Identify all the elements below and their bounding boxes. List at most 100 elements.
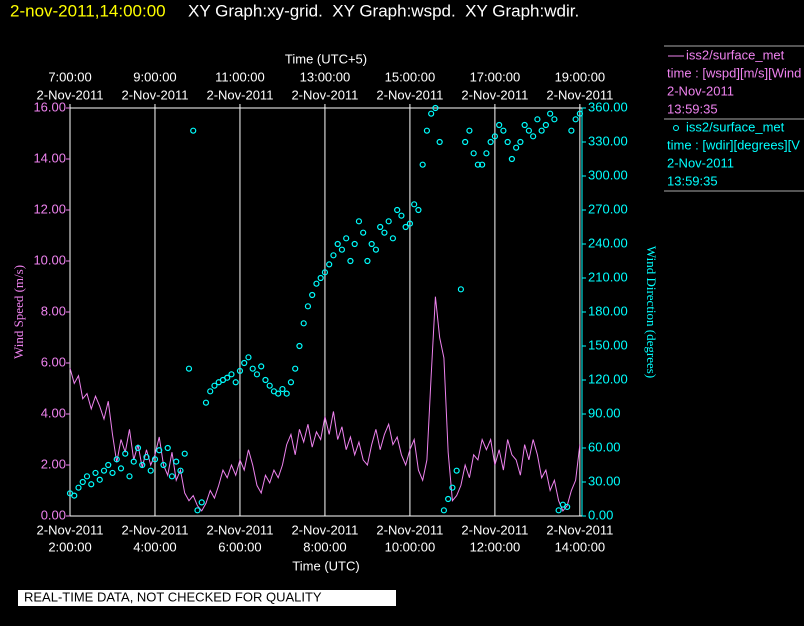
y2-tick-label: 270.00 <box>588 201 628 216</box>
wdir-point <box>462 138 469 146</box>
wdir-point <box>453 467 460 474</box>
wdir-point <box>253 371 261 378</box>
x-tick-label: 2:00:00 <box>48 539 91 554</box>
x-tick-date: 2-Nov-2011 <box>37 522 104 537</box>
x2-tick-date: 2-Nov-2011 <box>206 87 273 102</box>
wdir-point <box>338 246 346 253</box>
wdir-point <box>241 359 248 367</box>
wdir-point <box>143 453 150 461</box>
y-tick-label: 4.00 <box>41 405 66 420</box>
wdir-point <box>126 473 133 480</box>
wdir-point <box>419 161 426 168</box>
wdir-point <box>470 150 477 157</box>
x2-tick-label: 17:00:00 <box>470 69 521 84</box>
x2-tick-date: 2-Nov-2011 <box>461 87 528 102</box>
wdir-point <box>551 116 558 123</box>
x2-tick-label: 11:00:00 <box>215 69 265 84</box>
wdir-point <box>117 465 125 472</box>
legend-name: iss2/surface_met <box>686 47 785 62</box>
wdir-point <box>279 385 286 393</box>
wdir-point <box>547 110 554 117</box>
wdir-point <box>576 110 583 117</box>
wdir-point <box>368 240 375 248</box>
wdir-point <box>334 240 341 248</box>
wdir-point <box>343 235 350 242</box>
wdir-point <box>309 291 316 299</box>
wdir-point <box>100 467 108 474</box>
wdir-point <box>428 110 435 117</box>
x2-tick-label: 9:00:00 <box>133 69 176 84</box>
wdir-point <box>156 447 163 454</box>
wdir-point <box>572 116 579 123</box>
wdir-point <box>79 478 86 486</box>
y-tick-label: 14.00 <box>33 150 66 165</box>
wdir-point <box>71 492 78 499</box>
wdir-point <box>168 473 176 480</box>
y2-tick-label: 120.00 <box>588 371 628 386</box>
x2-tick-date: 2-Nov-2011 <box>546 87 613 102</box>
wdir-point <box>249 365 256 372</box>
y-tick-label: 12.00 <box>33 201 66 216</box>
notice: REAL-TIME DATA, NOT CHECKED FOR QUALITY <box>24 589 322 604</box>
y2-axis-title: Wind Direction (degrees) <box>644 246 659 378</box>
legend-swatch <box>673 125 679 131</box>
y2-tick-label: 30.00 <box>588 473 621 488</box>
wdir-point <box>113 456 120 463</box>
wdir-point <box>160 461 167 469</box>
y2-tick-label: 60.00 <box>588 439 621 454</box>
legend-time: 13:59:35 <box>667 101 718 116</box>
wdir-point <box>198 499 205 506</box>
x-axis-title: Time (UTC) <box>292 558 359 573</box>
y-tick-label: 2.00 <box>41 456 66 471</box>
x-tick-label: 10:00:00 <box>385 539 436 554</box>
y2-tick-label: 90.00 <box>588 405 621 420</box>
x-tick-label: 12:00:00 <box>470 539 521 554</box>
wdir-point <box>296 342 303 350</box>
x2-tick-date: 2-Nov-2011 <box>376 87 443 102</box>
legend-description: time : [wdir][degrees][V <box>667 137 800 152</box>
x2-tick-date: 2-Nov-2011 <box>291 87 358 102</box>
y-tick-label: 8.00 <box>41 303 66 318</box>
wdir-point <box>236 367 244 375</box>
wdir-point <box>83 473 91 480</box>
y2-tick-label: 330.00 <box>588 133 628 148</box>
x-tick-label: 8:00:00 <box>303 539 346 554</box>
y2-tick-label: 240.00 <box>588 235 628 250</box>
y2-tick-label: 150.00 <box>588 337 628 352</box>
wdir-point <box>173 458 180 465</box>
wdir-point <box>381 229 388 236</box>
wdir-point <box>245 354 252 361</box>
wdir-point <box>402 223 409 231</box>
wdir-point <box>194 507 201 514</box>
wdir-point <box>466 127 473 134</box>
wdir-point <box>372 246 380 253</box>
wdir-point <box>538 127 545 134</box>
wdir-point <box>147 467 154 474</box>
x2-tick-date: 2-Nov-2011 <box>37 87 104 102</box>
wdir-point <box>232 379 239 386</box>
y2-tick-label: 0.00 <box>588 507 613 522</box>
wdir-point <box>542 121 549 129</box>
wdir-point <box>258 363 265 370</box>
wdir-point <box>449 484 456 491</box>
wdir-point <box>275 390 282 397</box>
wdir-point <box>521 121 528 129</box>
wdir-point <box>351 240 358 248</box>
x-tick-label: 4:00:00 <box>133 539 176 554</box>
wdir-point <box>483 150 490 157</box>
wdir-point <box>445 495 452 503</box>
wdir-point <box>105 461 112 469</box>
wdir-point <box>555 507 562 514</box>
x2-tick-date: 2-Nov-2011 <box>121 87 188 102</box>
x-tick-date: 2-Nov-2011 <box>291 522 358 537</box>
wdir-point <box>474 161 482 168</box>
y-tick-label: 6.00 <box>41 354 66 369</box>
wdir-point <box>228 371 235 378</box>
wdir-point <box>564 503 571 511</box>
wdir-point <box>88 481 95 488</box>
wdir-point <box>283 390 290 397</box>
wdir-point <box>347 257 354 265</box>
wdir-point <box>491 133 498 140</box>
wdir-point <box>300 320 307 327</box>
